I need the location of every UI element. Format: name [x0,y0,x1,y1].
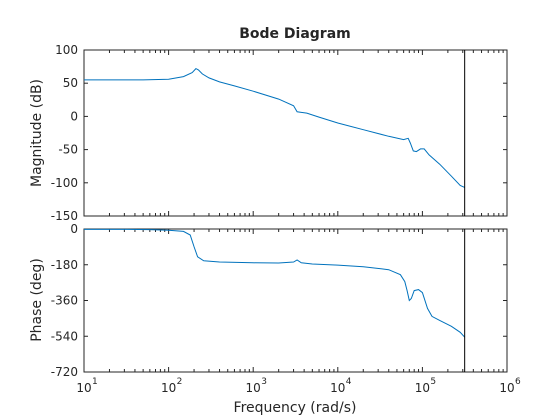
x-tick-label-exponent: 5 [430,377,436,387]
x-tick-label: 10 [330,381,345,395]
x-tick-label-exponent: 4 [346,377,352,387]
magnitude-panel: 100 50 0 -50 -100 -150 Magnitude (dB) [29,43,508,223]
x-tick-label-exponent: 2 [177,377,183,387]
magnitude-y-tick-label: 50 [63,76,78,90]
magnitude-y-ticks: 100 50 0 -50 -100 -150 [51,43,507,223]
x-tick-label: 10 [499,381,514,395]
x-tick-label: 10 [161,381,176,395]
x-tick-label: 10 [76,381,91,395]
phase-y-tick-label: -180 [51,258,78,272]
phase-x-ticks [83,229,508,372]
phase-series-line [84,228,466,338]
phase-y-axis-label: Phase (deg) [29,258,45,342]
magnitude-y-tick-label: 100 [55,43,78,57]
magnitude-series-line [84,67,465,188]
chart-title: Bode Diagram [239,26,351,42]
magnitude-y-tick-label: 0 [70,109,78,123]
x-tick-label: 10 [246,381,261,395]
x-tick-labels: 10 1 10 2 10 3 10 4 10 5 10 6 [76,377,521,395]
x-tick-label-exponent: 6 [515,377,521,387]
x-axis-label: Frequency (rad/s) [234,400,357,416]
magnitude-y-tick-label: -150 [51,209,78,223]
magnitude-y-tick-label: -50 [58,143,78,157]
phase-y-tick-label: 0 [70,222,78,236]
phase-y-ticks: 0 -180 -360 -540 -720 [51,222,507,379]
phase-y-tick-label: -720 [51,365,78,379]
x-tick-label-exponent: 3 [261,377,267,387]
phase-panel: 0 -180 -360 -540 -720 Phase (deg) [29,222,508,379]
magnitude-y-tick-label: -100 [51,176,78,190]
x-tick-label-exponent: 1 [92,377,98,387]
phase-y-tick-label: -360 [51,294,78,308]
magnitude-axes-box [83,49,508,217]
magnitude-x-ticks [83,50,508,216]
x-tick-label: 10 [415,381,430,395]
magnitude-y-axis-label: Magnitude (dB) [29,79,45,187]
phase-y-tick-label: -540 [51,329,78,343]
